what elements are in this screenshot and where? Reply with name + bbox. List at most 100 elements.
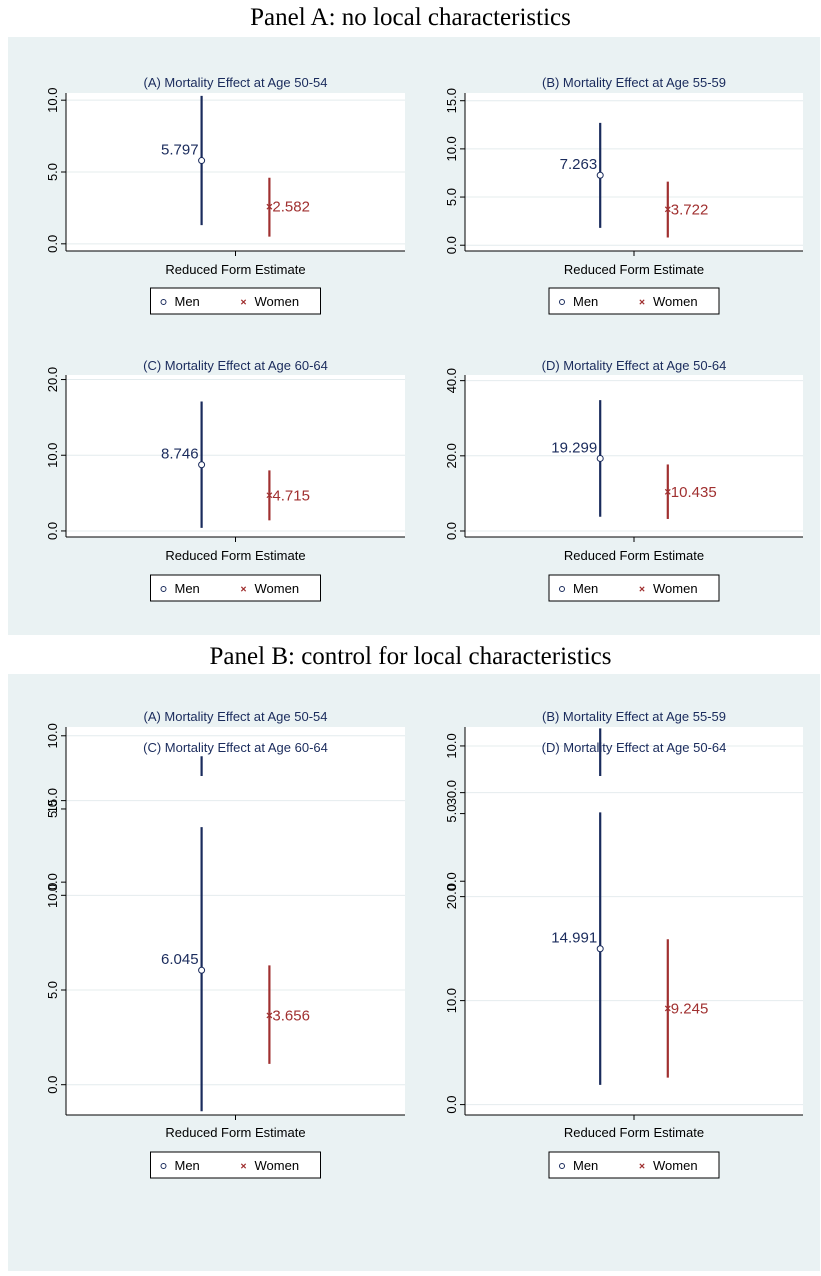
chart-1: 0.0 5.0 10.0 (A) Mortality Effect at Age 50… — [45, 75, 405, 315]
legend-women-label: Women — [653, 581, 698, 596]
chart-title: (B) Mortality Effect at Age 55-59 — [542, 709, 726, 724]
legend-men-marker — [160, 299, 167, 305]
y-tick-label: 10.0 — [45, 443, 60, 468]
women-value-label: 3.656 — [272, 1007, 310, 1024]
legend-women-marker — [240, 299, 247, 305]
women-point — [266, 492, 273, 499]
men-value-label: 5.797 — [161, 142, 199, 159]
y-tick-label: 20.0 — [444, 443, 459, 468]
women-value-label: 2.582 — [272, 199, 310, 216]
y-tick-label: 0.0 — [444, 1096, 459, 1114]
chart-title: (D) Mortality Effect at Age 50-64 — [542, 358, 727, 373]
legend-men-marker — [559, 299, 565, 305]
y-tick-label: 0.0 — [45, 235, 60, 253]
y-tick-label: 0.0 — [45, 873, 60, 891]
y-tick-label: 5.0 — [45, 981, 60, 999]
x-axis-label: Reduced Form Estimate — [165, 548, 305, 563]
y-tick-label: 0.0 — [45, 522, 60, 540]
y-tick-label: 10.0 — [45, 88, 60, 113]
legend-women-label: Women — [653, 294, 698, 309]
legend-box — [150, 1151, 321, 1179]
y-tick-label: 15.0 — [444, 88, 459, 113]
chart-3: 0.0 10.0 20.0 (C) Mortality Effect at Age 6… — [45, 358, 405, 602]
chart-7: 0.0 5.0 10.0 15.0 (C) Mortality Effect at Ag… — [45, 740, 405, 1179]
y-tick-label: 10.0 — [444, 988, 459, 1013]
legend-women-label: Women — [653, 1158, 698, 1173]
legend-women-label: Women — [255, 294, 300, 309]
legend-men-label: Men — [175, 294, 200, 309]
legend-box — [548, 287, 720, 315]
women-point — [664, 206, 671, 213]
y-tick-label: 5.0 — [45, 800, 60, 818]
y-tick-label: 0.0 — [45, 1076, 60, 1094]
women-value-label: 9.245 — [671, 1000, 709, 1017]
women-value-label: 10.435 — [671, 484, 717, 501]
chart-2: 0.0 5.0 10.0 15.0 (B) Mortality Effect at Ag… — [444, 75, 803, 315]
chart-title: (A) Mortality Effect at Age 50-54 — [143, 75, 327, 90]
y-tick-label: 15.0 — [45, 788, 60, 813]
legend-men-label: Men — [175, 1158, 200, 1173]
y-tick-label: 10.0 — [444, 733, 459, 758]
women-value-label: 3.722 — [671, 201, 709, 218]
women-value-label: 4.715 — [272, 487, 310, 504]
women-point — [266, 203, 273, 210]
panel-a-title: Panel A: no local characteristics — [250, 4, 571, 31]
legend-women-marker — [639, 299, 645, 305]
legend-women-marker — [240, 586, 247, 592]
women-point — [266, 1012, 273, 1019]
men-value-label: 7.263 — [560, 156, 598, 173]
y-tick-label: 0.0 — [444, 522, 459, 540]
men-point — [596, 171, 604, 179]
x-axis-label: Reduced Form Estimate — [564, 262, 704, 277]
men-value-label: 14.991 — [551, 930, 597, 947]
plot-area — [66, 776, 405, 1115]
men-value-label: 8.746 — [161, 446, 199, 463]
panel-b-title: Panel B: control for local characteristi… — [209, 643, 612, 670]
men-point — [198, 966, 206, 974]
women-point — [664, 1005, 671, 1012]
legend-box — [150, 574, 321, 602]
chart-title: (D) Mortality Effect at Age 50-64 — [542, 740, 727, 755]
y-tick-label: 10.0 — [45, 883, 60, 908]
legend-box — [548, 574, 720, 602]
y-tick-label: 5.0 — [444, 188, 459, 206]
y-tick-label: 20.0 — [45, 367, 60, 392]
x-axis-label: Reduced Form Estimate — [564, 1125, 704, 1140]
x-axis-label: Reduced Form Estimate — [165, 1125, 305, 1140]
y-tick-label: 30.0 — [444, 780, 459, 805]
legend-women-marker — [240, 1163, 247, 1169]
y-tick-label: 10.0 — [444, 136, 459, 161]
legend-men-label: Men — [175, 581, 200, 596]
y-tick-label: 5.0 — [45, 163, 60, 181]
legend-men-marker — [559, 1163, 565, 1169]
legend-box — [150, 287, 321, 315]
legend-women-label: Women — [255, 581, 300, 596]
men-point — [198, 157, 206, 165]
chart-title: (B) Mortality Effect at Age 55-59 — [542, 75, 726, 90]
legend-men-marker — [160, 586, 167, 592]
plot-area — [66, 375, 405, 537]
men-value-label: 19.299 — [551, 439, 597, 456]
y-tick-label: 5.0 — [444, 805, 459, 823]
legend-men-label: Men — [573, 581, 598, 596]
x-axis-label: Reduced Form Estimate — [564, 548, 704, 563]
legend-women-marker — [639, 1163, 645, 1169]
chart-title: (C) Mortality Effect at Age 60-64 — [143, 740, 328, 755]
x-axis-label: Reduced Form Estimate — [165, 262, 305, 277]
chart-8: 0.0 10.0 20.0 30.0 (D) Mortality Effect at A… — [444, 740, 803, 1179]
legend-women-label: Women — [255, 1158, 300, 1173]
legend-men-label: Men — [573, 1158, 598, 1173]
y-tick-label: 0.0 — [444, 236, 459, 254]
legend-men-marker — [559, 586, 565, 592]
chart-4: 0.0 20.0 40.0 (D) Mortality Effect at Age 5… — [444, 358, 803, 602]
legend-women-marker — [639, 586, 645, 592]
men-point — [198, 461, 206, 469]
plot-area — [465, 93, 803, 251]
men-point — [596, 454, 604, 462]
y-tick-label: 40.0 — [444, 368, 459, 393]
y-tick-label: 0.0 — [444, 872, 459, 890]
legend-box — [548, 1151, 720, 1179]
y-tick-label: 10.0 — [45, 723, 60, 748]
men-value-label: 6.045 — [161, 951, 199, 968]
